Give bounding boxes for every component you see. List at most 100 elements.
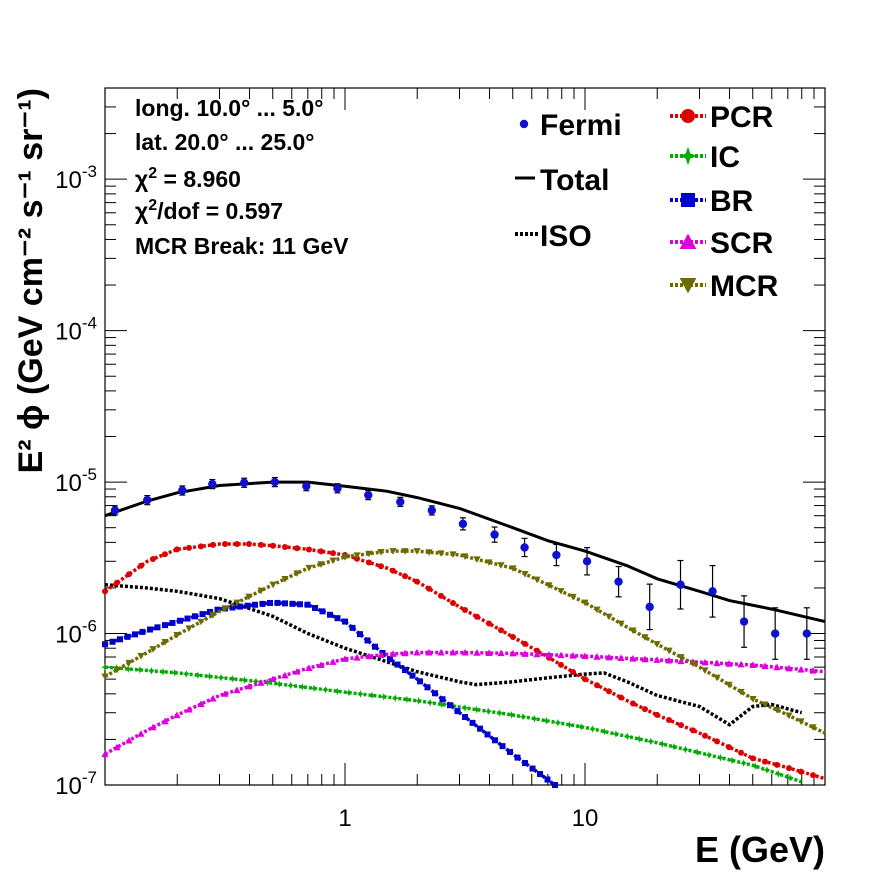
series-marker-mcr: [305, 564, 313, 572]
series-marker-scr: [725, 660, 733, 667]
fermi-point: [552, 550, 561, 560]
legend-item-fermi: Fermi: [519, 109, 622, 142]
series-marker-mcr: [137, 653, 145, 660]
series-marker-br: [154, 624, 161, 631]
fermi-point: [676, 580, 685, 589]
series-marker-ic: [310, 686, 318, 690]
series-marker-br: [147, 626, 154, 633]
series-marker-br: [349, 624, 356, 631]
series-marker-ic: [530, 717, 539, 721]
fermi-point: [208, 479, 217, 489]
series-marker-ic: [379, 695, 388, 699]
series-marker-mcr: [413, 548, 421, 555]
series-marker-br: [529, 765, 536, 772]
series-marker-scr: [293, 668, 301, 675]
fermi-point: [520, 543, 529, 552]
series-marker-ic: [612, 732, 620, 736]
series-marker-scr: [353, 653, 361, 661]
series-marker-mcr: [497, 562, 505, 569]
series-marker-br: [169, 619, 176, 626]
series-marker-ic: [344, 691, 353, 694]
series-marker-scr: [149, 723, 157, 731]
series-marker-mcr: [725, 681, 733, 689]
series-marker-scr: [593, 653, 601, 660]
series-marker-scr: [329, 658, 337, 665]
series-marker-pcr: [174, 546, 180, 553]
series-marker-pcr: [498, 627, 504, 634]
series-marker-scr: [629, 655, 637, 662]
series-marker-ic: [786, 776, 795, 780]
series-marker-scr: [437, 648, 445, 656]
series-line-scr: [104, 650, 826, 756]
series-marker-scr: [341, 655, 349, 662]
series-marker-mcr: [149, 646, 157, 653]
series-marker-ic: [182, 672, 191, 676]
series-marker-mcr: [785, 712, 793, 720]
series-marker-mcr: [341, 554, 349, 561]
series-marker-pcr: [666, 717, 672, 724]
series-marker-scr: [245, 682, 253, 690]
series-marker-mcr: [113, 666, 121, 674]
series-marker-br: [192, 613, 199, 620]
series-marker-pcr: [642, 706, 648, 713]
series-marker-scr: [425, 648, 433, 656]
series-marker-br: [319, 608, 326, 615]
series-marker-ic: [495, 711, 504, 715]
fermi-point: [143, 495, 152, 505]
series-marker-pcr: [786, 765, 792, 772]
series-marker-br: [499, 743, 506, 750]
series-marker-br: [477, 725, 484, 732]
series-marker-scr: [785, 664, 793, 672]
series-marker-ic: [472, 708, 481, 711]
series-marker-scr: [665, 656, 673, 664]
series-marker-br: [409, 672, 416, 679]
series-marker-ic: [101, 665, 109, 669]
series-marker-br: [274, 599, 281, 606]
series-marker-mcr: [425, 549, 433, 556]
series-marker-ic: [414, 699, 423, 703]
series-marker-ic: [240, 678, 249, 682]
series-marker-mcr: [197, 618, 205, 626]
series-marker-ic: [147, 669, 156, 673]
series-marker-pcr: [594, 682, 600, 689]
series-marker-mcr: [809, 724, 817, 731]
series-marker-br: [229, 604, 236, 611]
series-marker-mcr: [605, 613, 613, 621]
series-marker-scr: [365, 652, 373, 660]
series-marker-scr: [449, 648, 457, 656]
series-marker-mcr: [173, 632, 181, 639]
series-marker-ic: [635, 737, 644, 741]
annotation-3: χ2 = 8.960: [135, 165, 241, 192]
series-marker-mcr: [329, 557, 337, 565]
series-marker-scr: [713, 659, 721, 667]
series-marker-pcr: [450, 599, 456, 606]
series-marker-pcr: [750, 755, 756, 762]
series-marker-ic: [252, 680, 260, 683]
series-line-iso: [104, 582, 803, 727]
series-marker-br: [484, 731, 491, 738]
fermi-point: [110, 506, 120, 515]
series-marker-scr: [761, 662, 769, 670]
series-marker-pcr: [762, 758, 768, 765]
fermi-point: [396, 497, 405, 507]
series-marker-mcr: [401, 548, 409, 555]
series-marker-pcr: [654, 711, 660, 718]
legend-item-ic: IC: [670, 141, 740, 174]
series-marker-pcr: [126, 571, 132, 578]
series-marker-pcr: [582, 676, 588, 683]
series-marker-ic: [507, 713, 516, 717]
series-marker-br: [492, 737, 499, 744]
legend-marker-fermi: [519, 119, 529, 129]
series-marker-mcr: [521, 570, 529, 578]
legend-item-iso: ISO: [515, 220, 592, 253]
series-marker-br: [139, 628, 146, 635]
series-layer: [101, 480, 826, 788]
series-marker-br: [507, 748, 514, 755]
legend-label-scr: SCR: [710, 227, 774, 260]
series-marker-scr: [521, 650, 529, 657]
series-marker-br: [199, 611, 206, 618]
series-marker-scr: [317, 661, 325, 668]
legend-label-br: BR: [710, 185, 754, 218]
series-marker-pcr: [798, 768, 804, 775]
series-marker-scr: [533, 650, 541, 658]
